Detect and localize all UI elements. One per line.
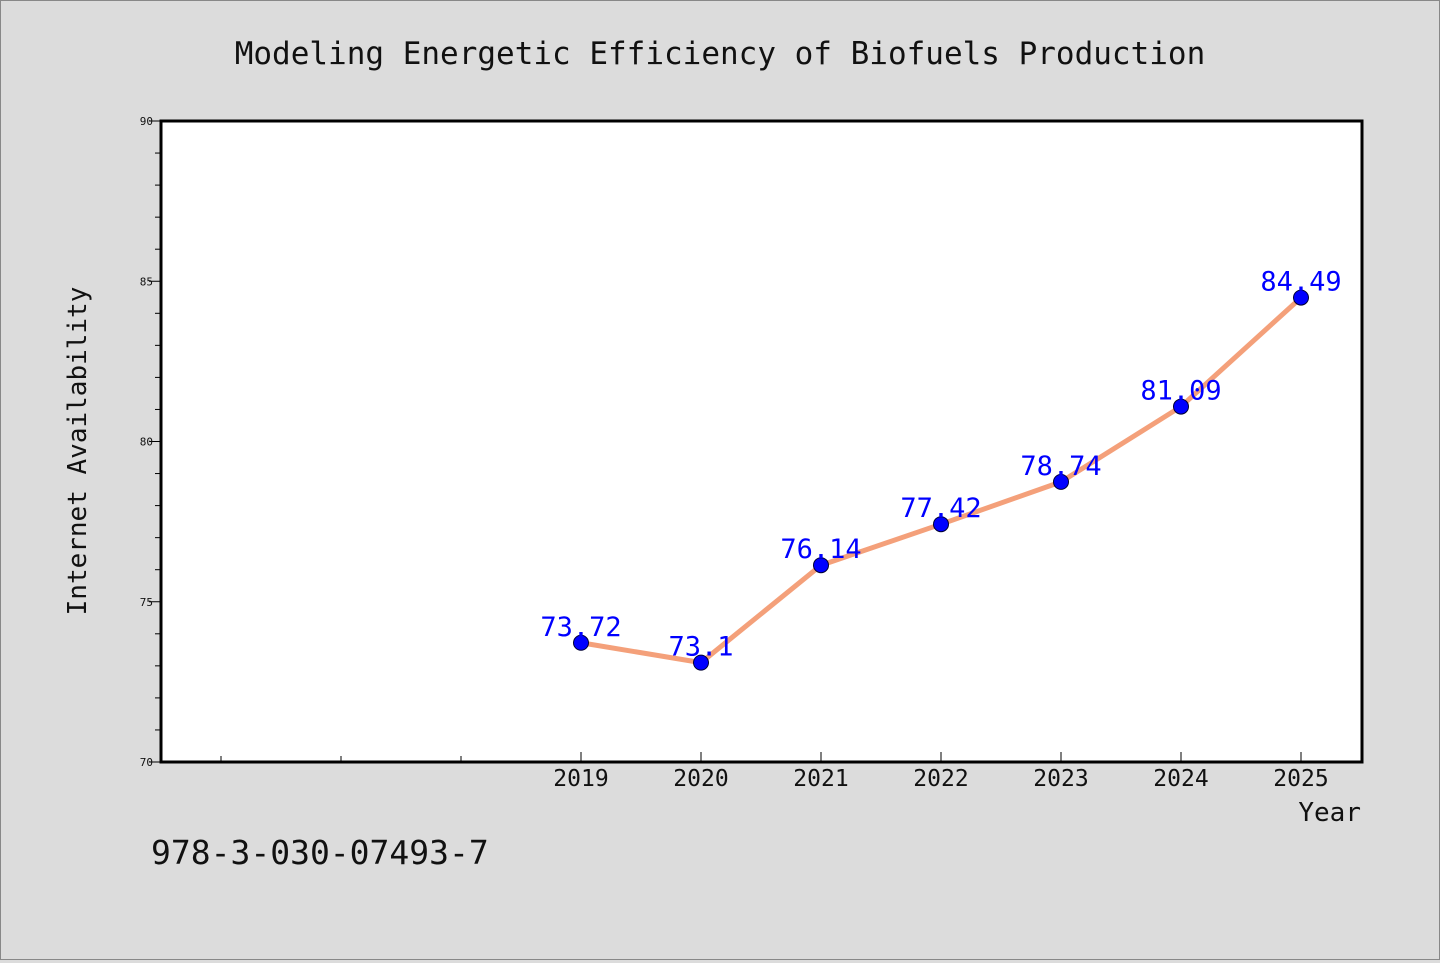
data-label: 78.74 (1020, 451, 1101, 482)
x-axis-tick-labels: 2019 2020 2021 2022 2023 2024 2025 (553, 766, 1328, 792)
chart-title: Modeling Energetic Efficiency of Biofuel… (235, 36, 1206, 72)
data-point (933, 516, 949, 533)
x-tick-label: 2022 (913, 766, 968, 792)
data-point (1293, 289, 1309, 306)
data-point (813, 557, 829, 574)
data-labels: 73.72 73.1 76.14 77.42 78.74 81.09 84.49 (540, 267, 1341, 663)
x-axis-label: Year (1298, 798, 1361, 828)
x-axis-ticks (220, 752, 1302, 762)
y-axis-major-ticks (149, 120, 161, 763)
data-point (573, 634, 589, 651)
y-tick-label: 85 (140, 275, 153, 288)
x-tick-label: 2019 (553, 766, 608, 792)
data-label: 84.49 (1260, 267, 1341, 298)
x-tick-label: 2024 (1153, 766, 1208, 792)
plot-area (161, 121, 1362, 762)
data-label: 73.1 (668, 632, 733, 663)
y-axis-label: Internet Availability (63, 287, 93, 616)
plot-frame (159, 119, 1364, 764)
data-label: 73.72 (540, 612, 621, 643)
series-markers (573, 289, 1309, 671)
data-point (693, 654, 709, 671)
data-point (1173, 398, 1189, 415)
footer-isbn: 978-3-030-07493-7 (151, 833, 489, 872)
x-tick-label: 2021 (793, 766, 848, 792)
data-label: 77.42 (900, 493, 981, 524)
data-label: 76.14 (780, 534, 861, 565)
y-axis-tick-labels: 70 75 80 85 90 (140, 115, 153, 769)
data-label: 81.09 (1140, 376, 1221, 407)
y-tick-label: 75 (140, 596, 153, 609)
data-point (1053, 473, 1069, 490)
y-tick-label: 90 (140, 115, 153, 128)
y-tick-label: 70 (140, 756, 153, 769)
x-tick-label: 2025 (1273, 766, 1328, 792)
x-tick-label: 2020 (673, 766, 728, 792)
x-tick-label: 2023 (1033, 766, 1088, 792)
y-tick-label: 80 (140, 436, 153, 449)
